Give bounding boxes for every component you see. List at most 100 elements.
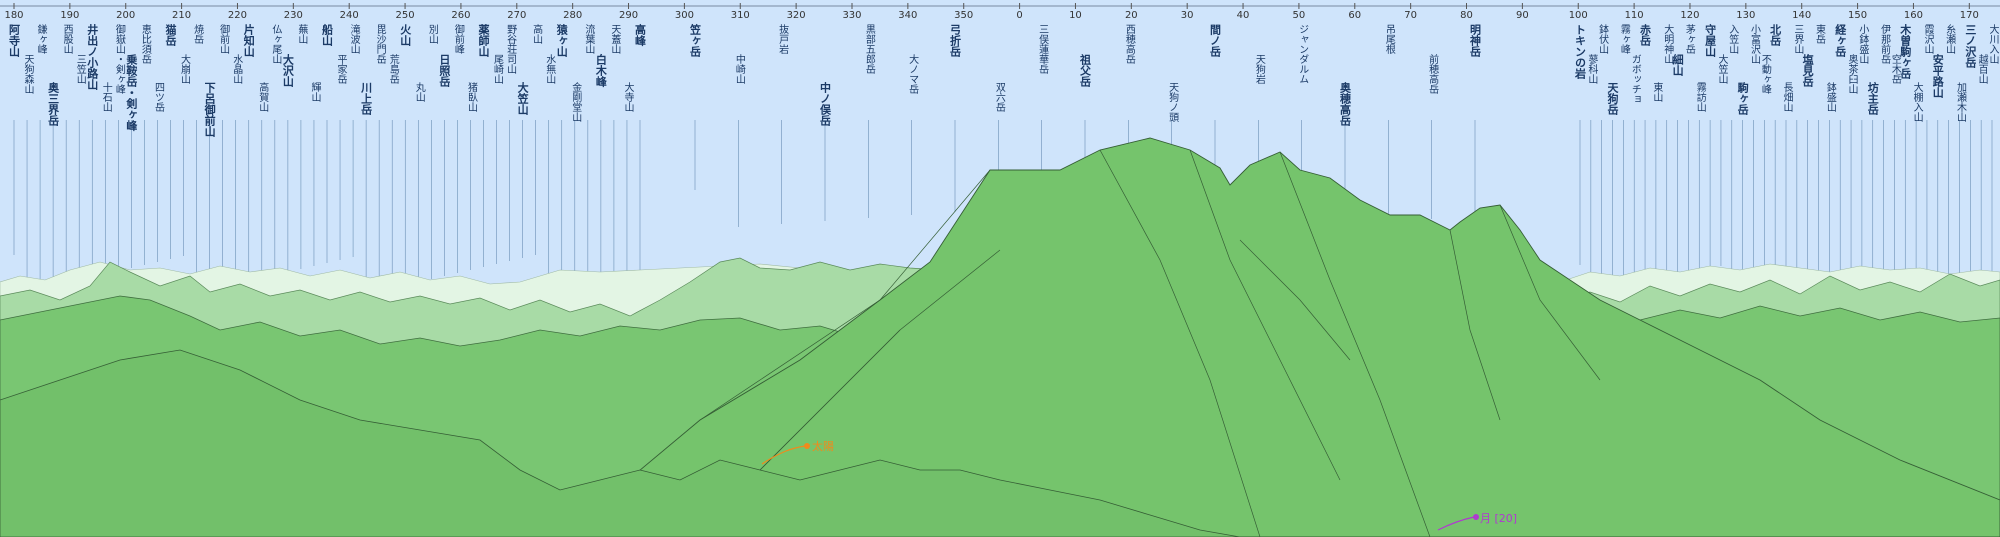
peak-label[interactable]: 北岳 <box>1768 24 1782 46</box>
peak-label[interactable]: 火山 <box>398 24 412 46</box>
peak-label[interactable]: 鎌ヶ峰 <box>35 24 47 54</box>
peak-label[interactable]: 船山 <box>320 24 334 46</box>
peak-label[interactable]: 西股山 <box>61 24 73 54</box>
peak-label[interactable]: 駒ヶ岳 <box>1736 82 1750 115</box>
peak-label[interactable]: 水無山 <box>543 54 555 84</box>
peak-label[interactable]: 糸瀬山 <box>1943 24 1955 54</box>
peak-label[interactable]: 西穂高岳 <box>1123 24 1135 64</box>
peak-label[interactable]: 十石山 <box>100 82 112 112</box>
peak-label[interactable]: 天狗岳 <box>1606 82 1620 115</box>
peak-label[interactable]: 黒部五郎岳 <box>863 24 875 74</box>
peak-label[interactable]: 奥茶臼山 <box>1846 54 1858 94</box>
peak-label[interactable]: 加瀬木山 <box>1954 82 1966 122</box>
peak-label[interactable]: 霧ヶ峰 <box>1618 24 1630 54</box>
moon-marker[interactable] <box>1437 514 1479 531</box>
peak-label[interactable]: 大笠山 <box>1715 54 1727 84</box>
peak-label[interactable]: 輝山 <box>308 82 320 102</box>
peak-label[interactable]: 滝波山 <box>348 24 360 54</box>
peak-label[interactable]: 三界山 <box>1791 24 1803 54</box>
peak-label[interactable]: 平家岳 <box>335 54 347 84</box>
peak-label[interactable]: 蕪山 <box>295 24 307 44</box>
peak-label[interactable]: 野谷荘司山 <box>504 24 516 74</box>
peak-label[interactable]: 不動ヶ峰 <box>1759 54 1771 94</box>
peak-label[interactable]: 中崎山 <box>733 54 745 84</box>
peak-label[interactable]: 大笠山 <box>516 82 530 115</box>
peak-label[interactable]: トキンの岩 <box>1573 24 1587 79</box>
peak-label[interactable]: 丸山 <box>413 82 425 102</box>
peak-label[interactable]: 高賀山 <box>256 82 268 112</box>
peak-label[interactable]: 霧訪山 <box>1694 82 1706 112</box>
peak-label[interactable]: ジャンダルム <box>1296 24 1308 84</box>
peak-label[interactable]: 吊尾根 <box>1383 24 1395 54</box>
peak-label[interactable]: 大沢山 <box>281 54 295 87</box>
peak-label[interactable]: 天狗岩 <box>1253 54 1265 84</box>
peak-label[interactable]: 塩見岳 <box>1801 54 1815 87</box>
peak-label[interactable]: 別山 <box>426 24 438 44</box>
peak-label[interactable]: 猪臥山 <box>465 82 477 112</box>
peak-label[interactable]: 抜戸岩 <box>776 24 788 54</box>
peak-label[interactable]: 大明神山 <box>1661 24 1673 64</box>
peak-label[interactable]: 蓼科山 <box>1585 54 1597 84</box>
peak-label[interactable]: 毘沙門岳 <box>374 24 386 64</box>
peak-label[interactable]: 祖父岳 <box>1078 54 1092 87</box>
peak-label[interactable]: 焼岳 <box>191 24 203 44</box>
peak-label[interactable]: 御前山 <box>217 24 229 54</box>
peak-label[interactable]: 金剛堂山 <box>569 82 581 122</box>
peak-label[interactable]: 三ノ沢岳 <box>1963 24 1977 68</box>
peak-label[interactable]: 天蓋山 <box>608 24 620 54</box>
peak-label[interactable]: 霞沢山 <box>1921 24 1933 54</box>
peak-label[interactable]: 大崩山 <box>178 54 190 84</box>
peak-label[interactable]: 尾崎山 <box>491 54 503 84</box>
peak-label[interactable]: 荒島岳 <box>387 54 399 84</box>
peak-label[interactable]: 坊主岳 <box>1866 82 1880 115</box>
peak-label[interactable]: 長畑山 <box>1781 82 1792 112</box>
peak-label[interactable]: 大川入山 <box>1987 24 1998 64</box>
peak-label[interactable]: ガボッチョ <box>1629 54 1641 104</box>
peak-label[interactable]: 片知山 <box>242 24 256 57</box>
peak-label[interactable]: 高山 <box>530 24 542 44</box>
peak-label[interactable]: 守屋山 <box>1703 24 1717 57</box>
sun-marker[interactable] <box>761 443 810 465</box>
peak-label[interactable]: 入笠山 <box>1726 24 1738 54</box>
peak-label[interactable]: 三笠山 <box>74 54 86 84</box>
peak-label[interactable]: 猫岳 <box>164 24 177 46</box>
peak-label[interactable]: 下呂御前山 <box>203 82 217 137</box>
peak-label[interactable]: 仏ヶ尾山 <box>269 24 281 64</box>
peak-label[interactable]: 安平路山 <box>1931 54 1945 98</box>
peak-label[interactable]: 水晶山 <box>230 54 242 84</box>
peak-label[interactable]: 空木岳 <box>1889 54 1901 84</box>
peak-label[interactable]: 明神岳 <box>1468 24 1482 57</box>
peak-label[interactable]: 奥穂高岳 <box>1338 82 1352 126</box>
peak-label[interactable]: 大寺山 <box>621 82 633 112</box>
peak-label[interactable]: 大ノマ岳 <box>906 54 918 94</box>
peak-label[interactable]: 白木峰 <box>594 54 608 87</box>
peak-label[interactable]: 恵比須岳 <box>139 24 151 64</box>
peak-label[interactable]: 乗鞍岳・剣ヶ峰 <box>124 54 138 131</box>
peak-label[interactable]: 鉢伏山 <box>1596 24 1608 54</box>
peak-label[interactable]: 鉢盛山 <box>1824 82 1836 112</box>
peak-label[interactable]: 天狗ノ頭 <box>1166 82 1178 122</box>
peak-label[interactable]: 東岳 <box>1813 24 1825 44</box>
peak-label[interactable]: 川上岳 <box>359 82 373 115</box>
peak-label[interactable]: 越百山 <box>1976 54 1988 84</box>
peak-label[interactable]: 伊那前岳 <box>1878 24 1890 64</box>
peak-label[interactable]: 御嶽山・剣ヶ峰 <box>113 24 125 94</box>
peak-label[interactable]: 小鉢盛山 <box>1856 24 1868 64</box>
peak-label[interactable]: 経ヶ岳 <box>1833 24 1847 57</box>
peak-label[interactable]: 井出ノ小路山 <box>85 24 99 90</box>
peak-label[interactable]: 双六岳 <box>993 82 1005 112</box>
peak-label[interactable]: 天狗森山 <box>22 54 34 94</box>
peak-label[interactable]: 流葉山 <box>582 24 594 54</box>
peak-label[interactable]: 小富沢山 <box>1748 24 1760 64</box>
peak-label[interactable]: 薬師山 <box>477 24 490 57</box>
peak-label[interactable]: 間ノ岳 <box>1208 24 1222 57</box>
peak-label[interactable]: 日照岳 <box>437 54 451 87</box>
peak-label[interactable]: 御前峰 <box>452 24 464 54</box>
peak-label[interactable]: 奥三界岳 <box>46 82 60 126</box>
peak-label[interactable]: 笠ヶ岳 <box>688 24 702 57</box>
peak-label[interactable]: 細山 <box>1671 54 1685 76</box>
peak-label[interactable]: 三俣蓮華岳 <box>1036 24 1048 74</box>
peak-label[interactable]: 赤岳 <box>1638 24 1652 46</box>
peak-label[interactable]: 猿ヶ山 <box>555 24 569 57</box>
